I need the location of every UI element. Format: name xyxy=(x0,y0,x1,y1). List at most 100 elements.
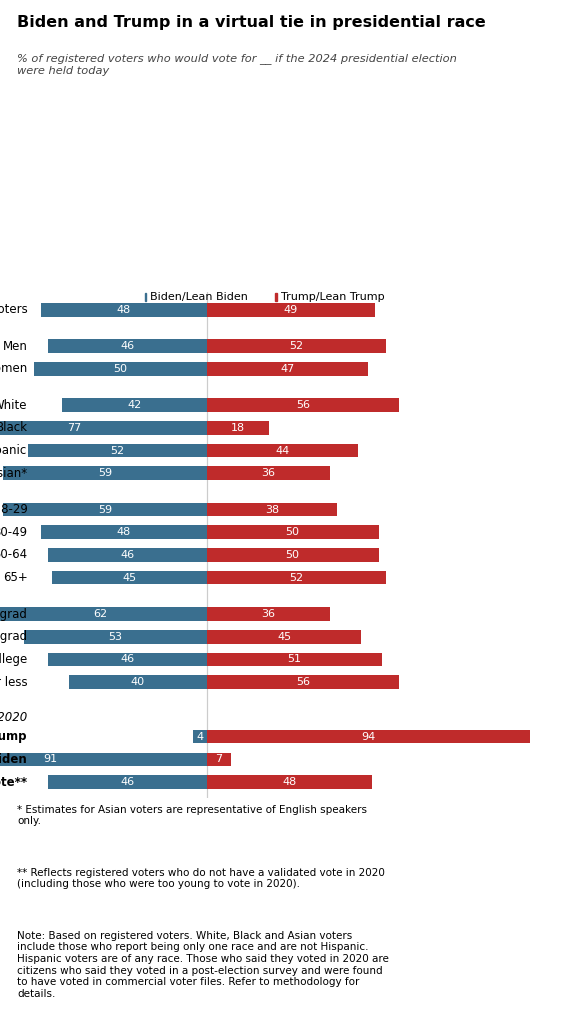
Text: Women: Women xyxy=(0,362,27,375)
Text: 65+: 65+ xyxy=(3,571,27,584)
Text: 47: 47 xyxy=(281,364,295,373)
Text: 38: 38 xyxy=(265,504,279,515)
Text: College grad: College grad xyxy=(0,630,27,643)
Text: Did not vote**: Did not vote** xyxy=(0,775,27,789)
Text: 44: 44 xyxy=(275,445,290,455)
Bar xyxy=(207,398,399,412)
Text: 4: 4 xyxy=(196,731,203,742)
Text: Trump: Trump xyxy=(0,730,27,743)
Text: 50: 50 xyxy=(286,527,299,537)
Text: 46: 46 xyxy=(120,550,135,560)
Text: Ages 18-29: Ages 18-29 xyxy=(0,503,27,516)
Text: ** Reflects registered voters who do not have a validated vote in 2020
(includin: ** Reflects registered voters who do not… xyxy=(17,868,385,889)
Bar xyxy=(207,303,375,316)
Bar xyxy=(207,608,331,621)
Bar xyxy=(48,775,207,789)
Bar xyxy=(207,775,372,789)
Text: 48: 48 xyxy=(117,305,131,315)
Text: 45: 45 xyxy=(277,632,291,641)
Text: 36: 36 xyxy=(261,609,275,619)
Bar xyxy=(48,548,207,562)
Bar xyxy=(3,502,207,517)
Text: 51: 51 xyxy=(287,655,302,664)
Bar xyxy=(0,421,207,435)
Text: 91: 91 xyxy=(43,754,57,764)
Bar xyxy=(207,340,386,353)
Bar xyxy=(41,526,207,539)
Bar xyxy=(35,362,207,375)
Text: 62: 62 xyxy=(93,609,107,619)
Text: 59: 59 xyxy=(98,504,112,515)
Bar xyxy=(69,675,207,688)
Bar xyxy=(207,502,337,517)
Text: 49: 49 xyxy=(284,305,298,315)
Text: Black: Black xyxy=(0,421,27,435)
Text: 52: 52 xyxy=(110,445,124,455)
Text: Trump/Lean Trump: Trump/Lean Trump xyxy=(281,293,384,302)
Text: 7: 7 xyxy=(215,754,222,764)
Text: 59: 59 xyxy=(98,469,112,478)
Bar xyxy=(207,548,379,562)
Text: 30-49: 30-49 xyxy=(0,526,27,539)
Bar xyxy=(0,608,207,621)
Bar xyxy=(24,630,207,643)
Text: 45: 45 xyxy=(122,573,136,583)
Bar xyxy=(48,340,207,353)
Bar xyxy=(52,571,207,584)
Bar xyxy=(207,753,231,766)
Text: Among those who supported__ in 2020: Among those who supported__ in 2020 xyxy=(0,711,27,724)
Text: 52: 52 xyxy=(289,341,303,351)
Text: Some college: Some college xyxy=(0,653,27,666)
Bar xyxy=(207,421,269,435)
Text: 46: 46 xyxy=(120,655,135,664)
Text: 46: 46 xyxy=(120,777,135,787)
Text: % of registered voters who would vote for __ if the 2024 presidential election
w: % of registered voters who would vote fo… xyxy=(17,53,457,76)
Text: 42: 42 xyxy=(127,400,141,410)
Bar xyxy=(193,729,207,744)
Text: White: White xyxy=(0,399,27,411)
Text: Hispanic: Hispanic xyxy=(0,444,27,457)
Text: 48: 48 xyxy=(282,777,296,787)
Bar xyxy=(0,753,207,766)
Bar xyxy=(207,444,358,457)
Text: Men: Men xyxy=(3,340,27,353)
Text: 56: 56 xyxy=(296,677,310,687)
Bar xyxy=(275,294,277,301)
Bar xyxy=(207,729,530,744)
Text: Note: Based on registered voters. White, Black and Asian voters
include those wh: Note: Based on registered voters. White,… xyxy=(17,931,389,998)
Text: All voters: All voters xyxy=(0,303,27,316)
Text: 50-64: 50-64 xyxy=(0,548,27,562)
Text: 48: 48 xyxy=(117,527,131,537)
Bar xyxy=(207,571,386,584)
Text: HS or less: HS or less xyxy=(0,675,27,688)
Text: Postgrad: Postgrad xyxy=(0,608,27,621)
Text: Biden: Biden xyxy=(0,753,27,766)
Text: 94: 94 xyxy=(361,731,375,742)
Text: 50: 50 xyxy=(286,550,299,560)
Bar xyxy=(41,303,207,316)
Bar xyxy=(48,653,207,666)
Text: 52: 52 xyxy=(289,573,303,583)
Bar xyxy=(207,675,399,688)
Bar xyxy=(207,653,382,666)
Bar xyxy=(62,398,207,412)
Text: * Estimates for Asian voters are representative of English speakers
only.: * Estimates for Asian voters are represe… xyxy=(17,805,367,827)
Bar xyxy=(207,630,361,643)
Bar xyxy=(145,294,147,301)
Text: 50: 50 xyxy=(114,364,127,373)
Text: 36: 36 xyxy=(261,469,275,478)
Text: 40: 40 xyxy=(131,677,145,687)
Text: 18: 18 xyxy=(231,422,245,433)
Text: Biden/Lean Biden: Biden/Lean Biden xyxy=(150,293,248,302)
Text: Asian*: Asian* xyxy=(0,466,27,480)
Bar xyxy=(207,526,379,539)
Text: 46: 46 xyxy=(120,341,135,351)
Bar xyxy=(207,466,331,480)
Text: 77: 77 xyxy=(67,422,81,433)
Bar xyxy=(3,466,207,480)
Bar xyxy=(27,444,207,457)
Bar xyxy=(207,362,368,375)
Text: Biden and Trump in a virtual tie in presidential race: Biden and Trump in a virtual tie in pres… xyxy=(17,15,486,31)
Text: 53: 53 xyxy=(108,632,122,641)
Text: 56: 56 xyxy=(296,400,310,410)
